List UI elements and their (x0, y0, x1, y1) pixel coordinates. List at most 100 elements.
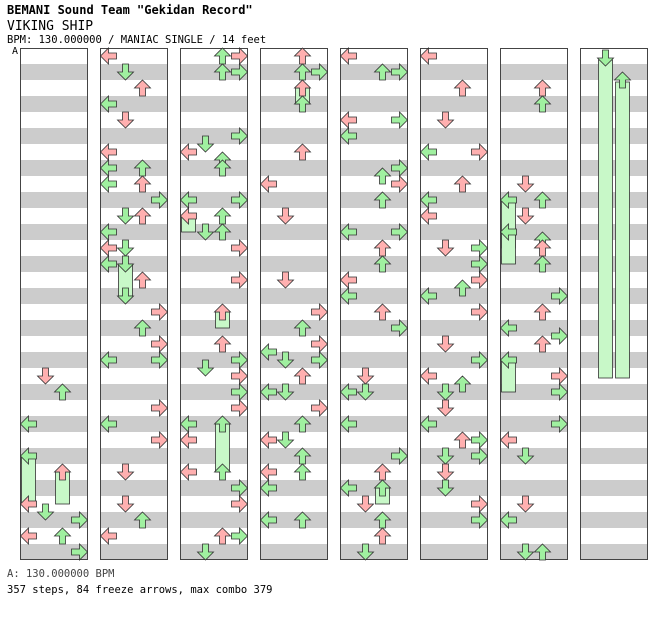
arrow-shape (231, 383, 249, 401)
beat-stripe (420, 192, 488, 208)
down-arrow-icon (36, 503, 55, 521)
bpm-note: A: 130.000000 BPM (7, 568, 115, 580)
right-arrow-icon (231, 527, 249, 545)
beat-stripe (20, 544, 88, 560)
arrow-shape (516, 207, 535, 225)
right-arrow-icon (231, 495, 249, 513)
up-arrow-icon (133, 271, 152, 289)
up-arrow-icon (213, 223, 232, 241)
arrow-shape (71, 543, 89, 561)
arrow-shape (133, 511, 152, 529)
left-arrow-icon (99, 175, 117, 193)
down-arrow-icon (436, 447, 455, 465)
arrow-shape (471, 143, 489, 161)
arrow-shape (231, 351, 249, 369)
right-arrow-icon (391, 319, 409, 337)
left-arrow-icon (99, 255, 117, 273)
down-arrow-icon (516, 207, 535, 225)
arrow-shape (293, 415, 312, 433)
arrow-shape (133, 207, 152, 225)
arrow-shape (99, 95, 117, 113)
beat-stripe (20, 512, 88, 528)
bpm-marker: A (12, 46, 19, 57)
down-arrow-icon (436, 111, 455, 129)
column-border (100, 48, 168, 560)
left-arrow-icon (99, 143, 117, 161)
down-arrow-icon (276, 271, 295, 289)
arrow-shape (436, 239, 455, 257)
beat-stripe (580, 128, 648, 144)
arrow-shape (339, 47, 357, 65)
right-arrow-icon (71, 511, 89, 529)
up-arrow-icon (213, 463, 232, 481)
right-arrow-icon (231, 479, 249, 497)
arrow-shape (391, 175, 409, 193)
arrow-shape (453, 431, 472, 449)
left-arrow-icon (19, 495, 37, 513)
down-arrow-icon (196, 223, 215, 241)
beat-stripe (100, 448, 168, 464)
arrow-shape (499, 511, 517, 529)
right-arrow-icon (471, 511, 489, 529)
up-arrow-icon (533, 303, 552, 321)
artist-name: BEMANI Sound Team "Gekidan Record" (7, 3, 253, 17)
arrow-shape (419, 47, 437, 65)
down-arrow-icon (276, 351, 295, 369)
right-arrow-icon (471, 143, 489, 161)
left-arrow-icon (259, 343, 277, 361)
up-arrow-icon (293, 367, 312, 385)
up-arrow-icon (453, 79, 472, 97)
right-arrow-icon (471, 255, 489, 273)
beat-stripe (500, 480, 568, 496)
down-arrow-icon (276, 431, 295, 449)
arrow-shape (19, 527, 37, 545)
arrow-shape (499, 319, 517, 337)
arrow-shape (213, 415, 232, 433)
arrow-shape (533, 543, 552, 561)
up-arrow-icon (533, 255, 552, 273)
left-arrow-icon (99, 95, 117, 113)
chart-stats: 357 steps, 84 freeze arrows, max combo 3… (7, 584, 273, 596)
left-arrow-icon (499, 511, 517, 529)
up-arrow-icon (133, 207, 152, 225)
arrow-shape (436, 447, 455, 465)
arrow-shape (436, 463, 455, 481)
left-arrow-icon (259, 463, 277, 481)
down-arrow-icon (516, 447, 535, 465)
arrow-shape (196, 223, 215, 241)
arrow-shape (339, 111, 357, 129)
arrow-shape (419, 287, 437, 305)
left-arrow-icon (259, 511, 277, 529)
beat-stripe (420, 224, 488, 240)
arrow-shape (133, 79, 152, 97)
up-arrow-icon (533, 543, 552, 561)
up-arrow-icon (213, 335, 232, 353)
up-arrow-icon (613, 71, 632, 89)
left-arrow-icon (339, 383, 357, 401)
arrow-shape (436, 479, 455, 497)
beat-stripe (260, 128, 328, 144)
beat-stripe (340, 160, 408, 176)
beat-stripe (580, 96, 648, 112)
beat-stripe (420, 288, 488, 304)
left-arrow-icon (499, 431, 517, 449)
beat-stripe (420, 320, 488, 336)
arrow-shape (533, 191, 552, 209)
beat-stripe (20, 128, 88, 144)
beat-stripe (20, 224, 88, 240)
beat-stripe (20, 448, 88, 464)
beat-stripe (420, 416, 488, 432)
right-arrow-icon (551, 287, 569, 305)
up-arrow-icon (133, 319, 152, 337)
beat-stripe (180, 128, 248, 144)
arrow-shape (373, 479, 392, 497)
beat-stripe (420, 64, 488, 80)
right-arrow-icon (551, 415, 569, 433)
arrow-shape (419, 367, 437, 385)
up-arrow-icon (133, 511, 152, 529)
beat-stripe (260, 160, 328, 176)
arrow-shape (19, 495, 37, 513)
beat-stripe (260, 224, 328, 240)
arrow-shape (71, 511, 89, 529)
up-arrow-icon (453, 175, 472, 193)
